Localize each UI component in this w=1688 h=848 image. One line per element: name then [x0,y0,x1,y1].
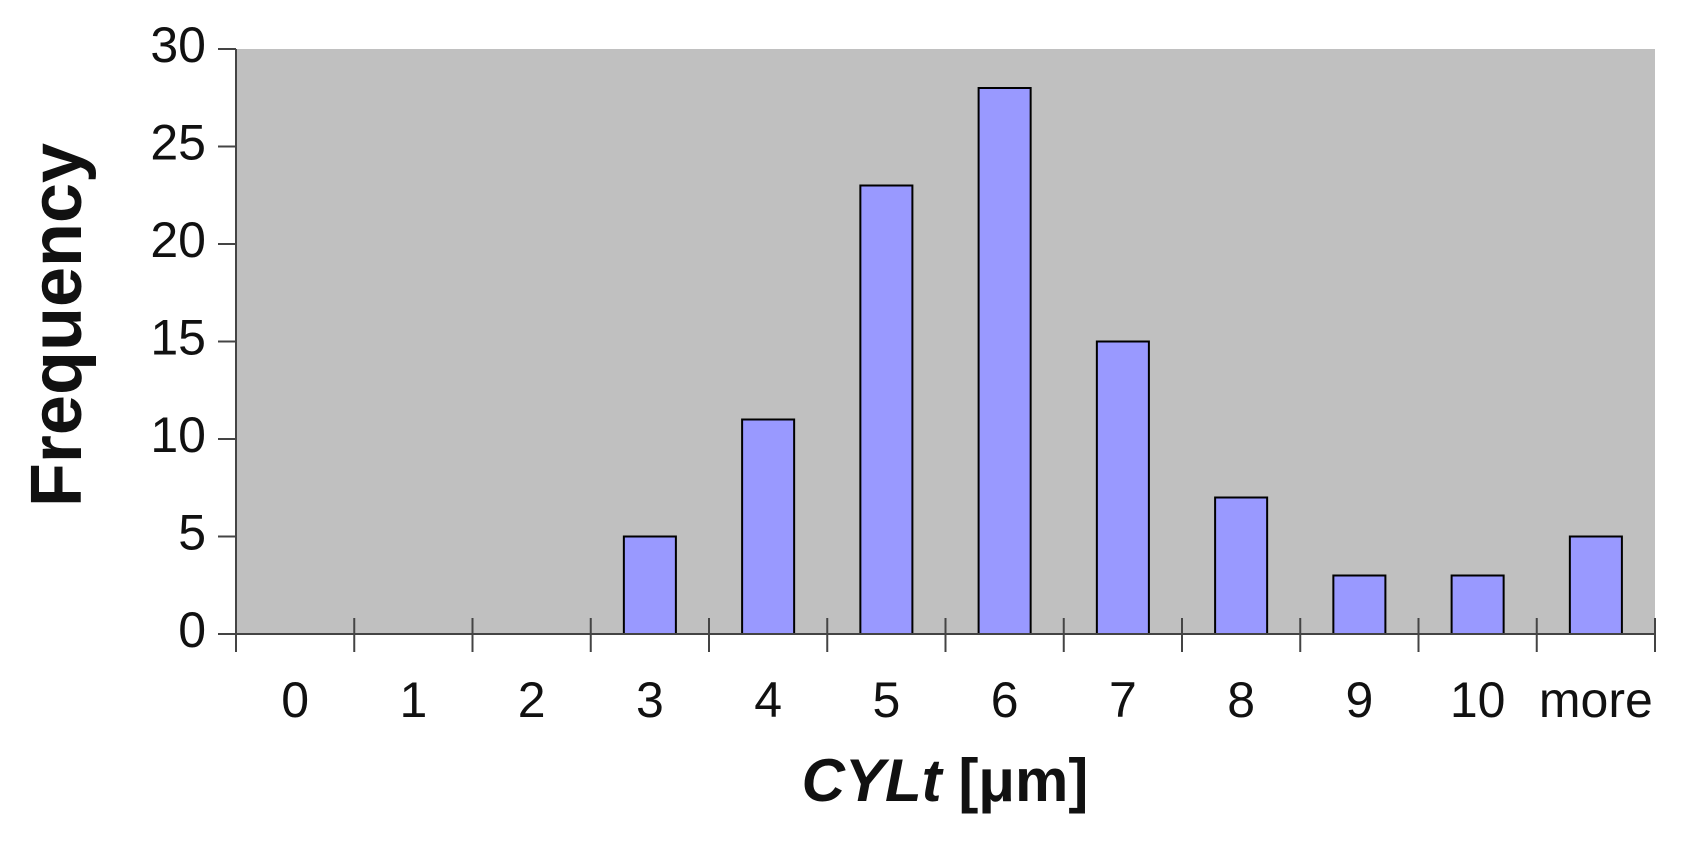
x-tick-label: 1 [399,672,427,728]
bar [1332,574,1387,635]
y-tick-label: 0 [178,602,206,658]
bar [741,418,796,635]
bar [1214,496,1269,635]
bar [977,87,1032,635]
x-tick-label: 2 [518,672,546,728]
y-tick-label: 20 [150,212,206,268]
x-tick-label: 0 [281,672,309,728]
y-tick-label: 25 [150,115,206,171]
x-tick-label: more [1539,672,1653,728]
x-tick-label: 4 [754,672,782,728]
x-tick-label: 5 [872,672,900,728]
x-axis-label-unit: [μm] [958,747,1088,814]
bar [1095,340,1150,635]
y-tick-label: 30 [150,17,206,73]
x-tick-label: 10 [1450,672,1506,728]
x-tick-label: 6 [991,672,1019,728]
x-axis-label-main: CYLt [802,747,945,814]
y-tick-label: 10 [150,407,206,463]
bar [622,535,677,635]
bar [1450,574,1505,635]
x-tick-label: 9 [1345,672,1373,728]
bar [859,184,914,635]
x-tick-label: 3 [636,672,664,728]
x-axis-label: CYLt [μm] [802,747,1089,814]
x-tick-label: 7 [1109,672,1137,728]
x-tick-label: 8 [1227,672,1255,728]
y-tick-label: 15 [150,310,206,366]
y-tick-label: 5 [178,505,206,561]
plot-area [236,49,1655,634]
bar [1568,535,1623,635]
y-axis-label: Frequency [17,143,97,507]
